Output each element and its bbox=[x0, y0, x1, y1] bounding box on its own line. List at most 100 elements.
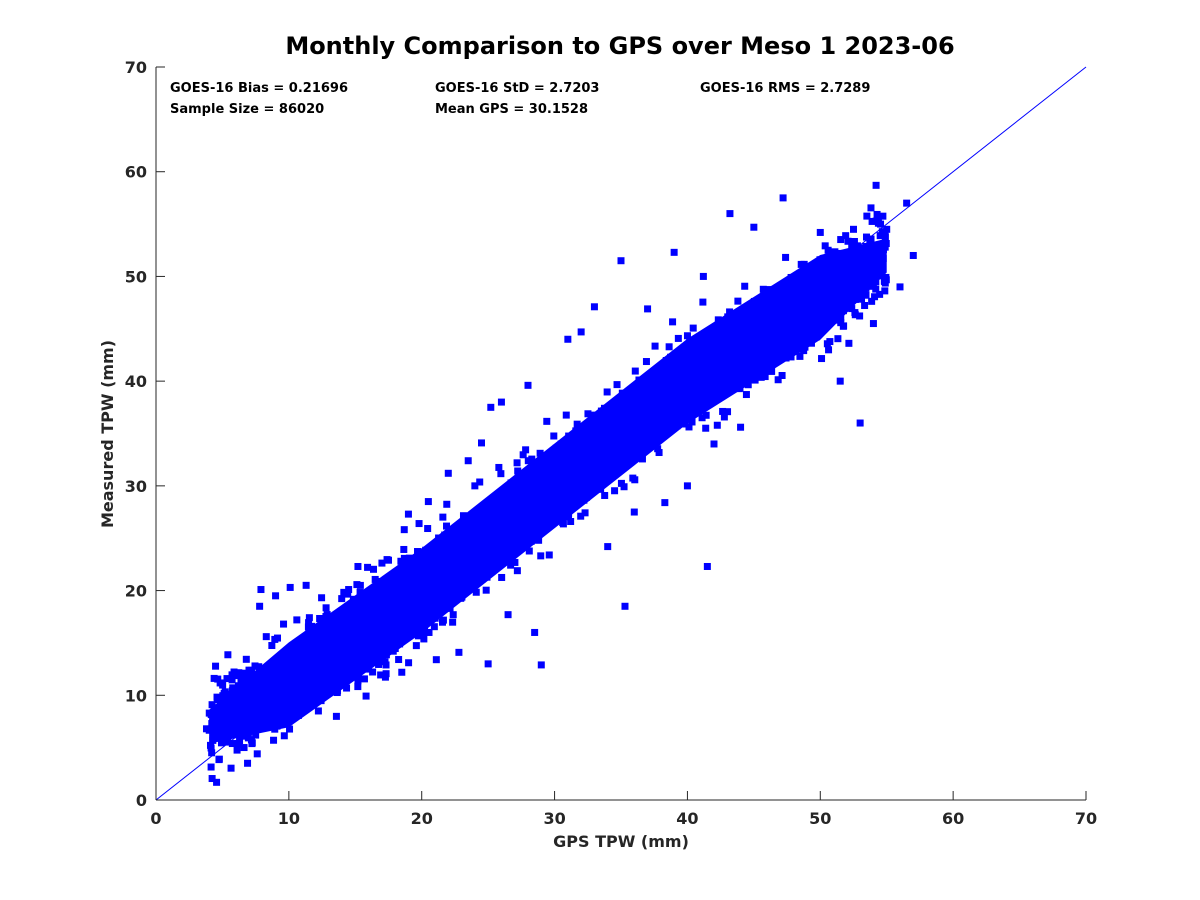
density-point bbox=[674, 413, 682, 421]
density-point bbox=[359, 628, 367, 636]
density-point bbox=[741, 282, 749, 290]
density-point bbox=[499, 547, 507, 555]
density-point bbox=[250, 686, 258, 694]
density-point bbox=[873, 268, 881, 276]
density-point bbox=[415, 606, 423, 614]
density-point bbox=[624, 429, 632, 437]
data-point bbox=[683, 482, 691, 490]
density-point bbox=[410, 578, 418, 586]
density-point bbox=[432, 584, 440, 592]
density-point bbox=[567, 517, 575, 525]
density-point bbox=[641, 386, 649, 394]
density-point bbox=[245, 708, 253, 716]
data-point bbox=[354, 562, 362, 570]
data-point bbox=[478, 439, 485, 447]
density-point bbox=[282, 671, 290, 679]
density-point bbox=[419, 605, 427, 613]
density-point bbox=[503, 505, 511, 513]
density-point bbox=[642, 438, 650, 446]
density-point bbox=[600, 477, 608, 485]
density-point bbox=[764, 320, 772, 328]
density-point bbox=[593, 458, 601, 466]
density-point bbox=[734, 370, 742, 378]
density-point bbox=[826, 338, 834, 346]
density-point bbox=[412, 642, 420, 650]
density-point bbox=[415, 597, 423, 605]
density-point bbox=[285, 717, 293, 725]
density-point bbox=[736, 384, 744, 392]
density-point bbox=[212, 662, 220, 670]
density-point bbox=[813, 333, 821, 341]
density-point bbox=[374, 611, 382, 619]
density-point bbox=[833, 302, 841, 310]
density-point bbox=[702, 411, 710, 419]
density-point bbox=[871, 259, 879, 267]
density-point bbox=[270, 736, 278, 744]
density-point bbox=[658, 370, 666, 378]
density-point bbox=[602, 462, 610, 470]
data-point bbox=[909, 251, 917, 259]
density-point bbox=[826, 283, 834, 291]
density-point bbox=[559, 485, 567, 493]
density-point bbox=[818, 307, 826, 315]
density-point bbox=[436, 554, 444, 562]
density-point bbox=[358, 617, 366, 625]
density-point bbox=[661, 397, 669, 405]
density-point bbox=[521, 506, 529, 514]
density-point bbox=[590, 448, 598, 456]
density-point bbox=[612, 439, 620, 447]
density-point bbox=[207, 744, 215, 752]
density-point bbox=[427, 615, 435, 623]
density-point bbox=[510, 480, 518, 488]
density-point bbox=[788, 326, 796, 334]
density-point bbox=[332, 712, 340, 720]
density-point bbox=[811, 323, 819, 331]
density-point bbox=[424, 559, 432, 567]
density-point bbox=[801, 303, 809, 311]
density-point bbox=[343, 637, 351, 645]
density-point bbox=[830, 298, 838, 306]
density-point bbox=[701, 400, 709, 408]
density-point bbox=[360, 675, 368, 683]
density-point bbox=[632, 450, 640, 458]
density-point bbox=[354, 610, 362, 618]
density-point bbox=[641, 404, 649, 412]
density-point bbox=[519, 451, 527, 459]
density-point bbox=[533, 479, 541, 487]
density-point bbox=[836, 266, 844, 274]
density-point bbox=[747, 345, 755, 353]
data-point bbox=[621, 602, 629, 610]
density-point bbox=[273, 718, 281, 726]
density-point bbox=[340, 588, 348, 596]
density-point bbox=[303, 646, 311, 654]
density-point bbox=[732, 350, 740, 358]
density-point bbox=[479, 561, 487, 569]
density-point bbox=[249, 707, 257, 715]
data-point bbox=[710, 440, 718, 448]
density-point bbox=[234, 682, 242, 690]
density-point bbox=[272, 702, 280, 710]
density-point bbox=[794, 283, 802, 291]
density-point bbox=[867, 204, 875, 212]
density-point bbox=[780, 352, 788, 360]
density-point bbox=[830, 279, 838, 287]
density-point bbox=[422, 591, 430, 599]
density-point bbox=[227, 690, 235, 698]
density-point bbox=[709, 338, 717, 346]
density-point bbox=[863, 212, 871, 220]
density-point bbox=[692, 358, 700, 366]
density-point bbox=[536, 524, 544, 532]
density-point bbox=[712, 341, 720, 349]
density-point bbox=[357, 650, 365, 658]
data-point bbox=[455, 648, 463, 656]
density-point bbox=[660, 379, 668, 387]
density-point bbox=[719, 336, 727, 344]
density-point bbox=[401, 607, 409, 615]
stat-std: GOES-16 StD = 2.7203 bbox=[435, 81, 599, 96]
density-point bbox=[667, 353, 675, 361]
density-point bbox=[534, 485, 542, 493]
density-point bbox=[235, 669, 243, 677]
density-point bbox=[472, 588, 480, 596]
density-point bbox=[779, 295, 787, 303]
density-point bbox=[800, 281, 808, 289]
